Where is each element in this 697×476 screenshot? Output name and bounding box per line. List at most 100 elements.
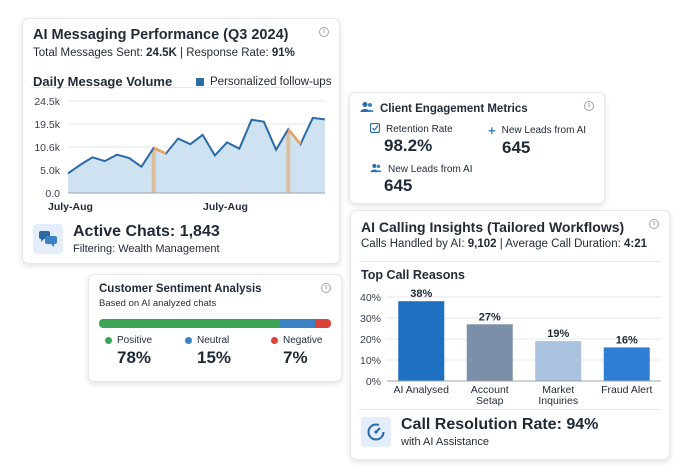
bar <box>535 341 582 381</box>
info-icon[interactable]: i <box>321 283 331 293</box>
highlight-band <box>286 129 291 193</box>
bar-value-label: 27% <box>479 311 501 323</box>
info-icon[interactable]: i <box>584 101 594 111</box>
x-tick-label: July-Aug <box>48 201 93 213</box>
highlight-band <box>151 147 156 193</box>
resolution-gauge-icon <box>361 417 391 447</box>
negative-label-row: Negative <box>271 335 322 346</box>
highlight-segment <box>153 146 167 155</box>
resolution-rate: Call Resolution Rate: 94% <box>401 416 599 433</box>
x-category-label: Setap <box>476 395 504 407</box>
users-icon <box>360 101 374 116</box>
positive-stat: Positive 78% <box>105 335 152 368</box>
messaging-subtitle: Total Messages Sent: 24.5K | Response Ra… <box>33 47 295 59</box>
calling-insights-card: i AI Calling Insights (Tailored Workflow… <box>350 210 670 460</box>
daily-volume-title: Daily Message Volume <box>33 74 173 89</box>
new-leads-metric-1: + New Leads from AI 645 <box>488 123 586 158</box>
retention-label: Retention Rate <box>386 124 453 135</box>
calling-subtitle-mid: | Average Call Duration: <box>496 238 624 250</box>
y-tick-label: 0.0 <box>45 188 60 200</box>
bar-value-label: 38% <box>410 288 432 300</box>
bar-value-label: 16% <box>616 334 638 346</box>
info-icon[interactable]: i <box>319 27 329 37</box>
y-tick-label: 20% <box>360 334 381 346</box>
highlight-segment <box>287 128 302 145</box>
x-category-label: AI Analysed <box>394 384 450 396</box>
legend-label: Personalized follow-ups <box>210 76 332 88</box>
neutral-value: 15% <box>197 348 232 367</box>
neutral-label: Neutral <box>197 335 230 346</box>
call-reasons-title: Top Call Reasons <box>361 268 465 282</box>
negative-stat: Negative 7% <box>271 335 322 368</box>
divider <box>359 409 661 410</box>
avg-duration-value: 4:21 <box>623 238 648 250</box>
neutral-label-row: Neutral <box>185 335 231 346</box>
legend-swatch <box>196 78 204 86</box>
call-reasons-chart: 40% 30% 20% 10% 0% 38% AI Analysed 27% AccountSe… <box>360 288 661 407</box>
y-tick-label: 0% <box>366 376 381 388</box>
series-area <box>68 117 325 193</box>
x-category-label: Inquiries <box>538 395 578 407</box>
x-category-label: Market <box>542 384 574 396</box>
sentiment-title: Customer Sentiment Analysis <box>99 283 262 295</box>
retention-metric: Retention Rate 98.2% <box>369 122 453 156</box>
y-tick-label: 30% <box>360 313 381 325</box>
negative-segment <box>314 319 331 328</box>
retention-label-row: Retention Rate <box>369 122 453 136</box>
bar <box>603 347 650 381</box>
info-icon[interactable]: i <box>649 219 659 229</box>
new-leads-label-1: New Leads from AI <box>501 125 587 136</box>
positive-label-row: Positive <box>105 335 152 346</box>
calling-subtitle: Calls Handled by AI: 9,102 | Average Cal… <box>361 238 647 250</box>
calls-handled-value: 9,102 <box>467 238 497 250</box>
sentiment-bar <box>99 319 331 328</box>
plus-icon: + <box>488 123 496 138</box>
engagement-title: Client Engagement Metrics <box>380 102 528 115</box>
resolution-subtitle: with AI Assistance <box>401 436 490 448</box>
x-tick-label: July-Aug <box>203 201 248 213</box>
negative-value: 7% <box>283 348 308 367</box>
calling-title: AI Calling Insights (Tailored Workflows) <box>361 219 625 235</box>
active-chats-value: Active Chats: 1,843 <box>73 223 220 240</box>
chart-legend: Personalized follow-ups <box>196 76 331 88</box>
chat-bubbles-icon <box>33 224 63 254</box>
messaging-title: AI Messaging Performance (Q3 2024) <box>33 27 289 43</box>
users-icon <box>370 163 382 176</box>
x-category-label: Fraud Alert <box>601 384 652 396</box>
response-rate-value: 91% <box>271 47 295 59</box>
messaging-performance-card: i AI Messaging Performance (Q3 2024) Tot… <box>22 18 340 264</box>
negative-dot <box>271 337 278 344</box>
new-leads-label-row-1: + New Leads from AI <box>488 123 586 138</box>
active-chats-row: Active Chats: 1,843 Filtering: Wealth Ma… <box>33 223 220 255</box>
y-tick-label: 19.5k <box>34 119 60 131</box>
sentiment-subtitle: Based on AI analyzed chats <box>99 298 217 309</box>
y-tick-label: 10.6k <box>34 142 60 154</box>
neutral-stat: Neutral 15% <box>185 335 231 368</box>
y-tick-label: 40% <box>360 292 381 304</box>
edit-check-icon <box>369 122 381 136</box>
positive-dot <box>105 337 112 344</box>
filtering-label: Filtering: Wealth Management <box>73 243 220 255</box>
negative-label: Negative <box>283 335 323 346</box>
new-leads-value-2: 645 <box>384 176 413 195</box>
total-messages-value: 24.5K <box>146 47 177 59</box>
divider <box>31 87 331 88</box>
x-category-label: Account <box>471 384 509 396</box>
positive-segment <box>99 319 280 328</box>
bar <box>466 324 513 381</box>
client-engagement-card: i Client Engagement Metrics Retention Ra… <box>349 92 605 204</box>
positive-label: Positive <box>117 335 153 346</box>
sentiment-card: i Customer Sentiment Analysis Based on A… <box>88 274 342 382</box>
subtitle-mid: | Response Rate: <box>176 47 272 59</box>
neutral-segment <box>279 319 315 328</box>
series-line <box>67 116 326 175</box>
neutral-dot <box>185 337 192 344</box>
new-leads-metric-2: New Leads from AI 645 <box>370 163 472 196</box>
new-leads-label-row-2: New Leads from AI <box>370 163 472 176</box>
retention-value: 98.2% <box>384 136 433 155</box>
y-tick-label: 5.0k <box>40 165 61 177</box>
divider <box>359 261 661 262</box>
resolution-row: Call Resolution Rate: 94% with AI Assist… <box>361 416 598 448</box>
new-leads-value-1: 645 <box>502 138 531 157</box>
